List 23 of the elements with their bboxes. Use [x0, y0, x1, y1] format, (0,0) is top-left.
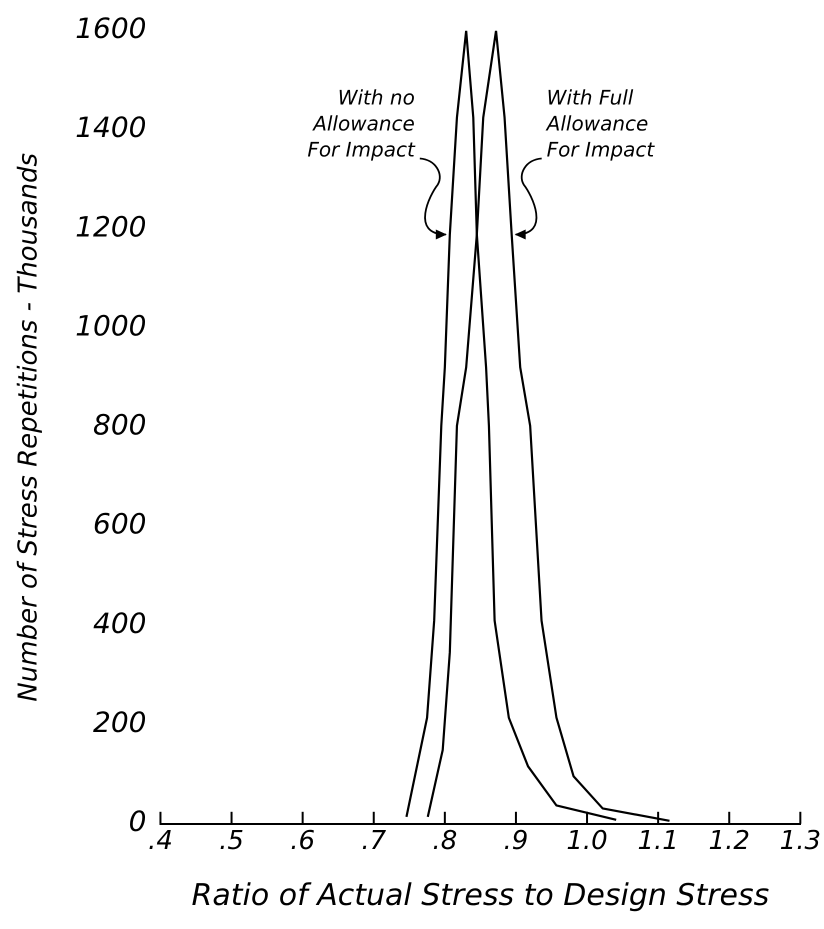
y-tick-label: 1000: [75, 309, 146, 342]
y-axis-title: Number of Stress Repetitions - Thousands: [13, 152, 44, 702]
y-tick-label: 200: [93, 706, 146, 739]
x-axis-title: Ratio of Actual Stress to Design Stress: [192, 878, 770, 913]
annotation: With no Allowance For Impact: [307, 86, 416, 162]
y-tick-label: 400: [93, 606, 146, 640]
x-tick-label: .6: [290, 826, 316, 856]
x-tick-label: 1.2: [708, 826, 750, 856]
annotation: With Full Allowance For Impact: [544, 86, 656, 162]
x-tick-label: 1.3: [780, 826, 822, 856]
y-tick-label: 600: [93, 508, 146, 541]
x-tick-label: 1.1: [637, 826, 679, 856]
y-tick-label: 1400: [75, 111, 146, 144]
y-tick-label: 800: [93, 408, 146, 442]
y-tick-label: 1200: [75, 210, 146, 244]
x-tick-label: .4: [148, 826, 173, 856]
x-tick-label: .8: [432, 826, 458, 856]
x-tick-label: .7: [361, 826, 387, 856]
y-tick-label: 0: [128, 805, 146, 838]
x-tick-label: .9: [504, 826, 528, 856]
x-tick-label: .5: [219, 826, 244, 856]
x-tick-label: 1.0: [566, 826, 608, 856]
y-tick-label: 1600: [75, 12, 146, 46]
